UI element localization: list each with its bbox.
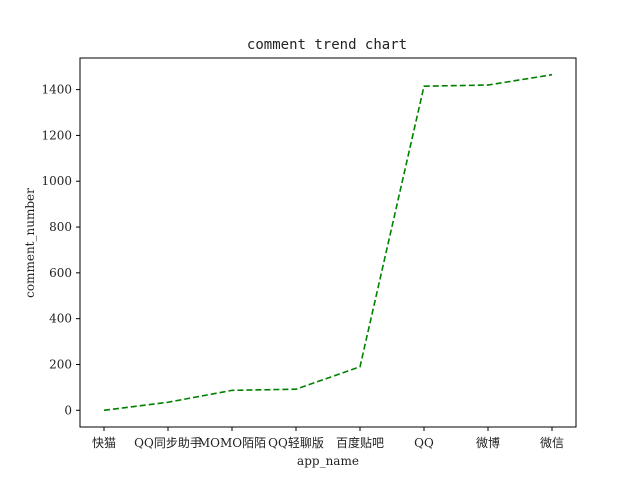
y-tick-label: 800 (49, 220, 72, 234)
x-tick-label: 微博 (476, 435, 500, 450)
y-tick-label: 1000 (41, 174, 72, 188)
x-tick-label: 百度贴吧 (336, 435, 384, 450)
y-tick-label: 400 (49, 312, 72, 326)
series-line (103, 73, 553, 412)
y-tick-label: 200 (49, 357, 72, 371)
x-tick-label: MOMO陌陌 (198, 436, 266, 450)
y-axis-title: comment_number (23, 188, 37, 298)
x-tick-label: QQ同步助手 (134, 436, 202, 450)
y-tick-label: 600 (49, 266, 72, 280)
y-tick-label: 1200 (41, 128, 72, 142)
x-tick-label: QQ轻聊版 (268, 436, 324, 450)
x-tick-label: 快猫 (92, 436, 116, 450)
x-axis-title: app_name (297, 454, 359, 468)
x-tick-label: QQ (414, 436, 434, 450)
chart-title: comment trend chart (247, 37, 407, 53)
y-tick-label: 1400 (41, 83, 72, 97)
y-tick-label: 0 (64, 403, 72, 417)
x-tick-label: 微信 (540, 436, 564, 450)
plot-frame (79, 57, 577, 428)
